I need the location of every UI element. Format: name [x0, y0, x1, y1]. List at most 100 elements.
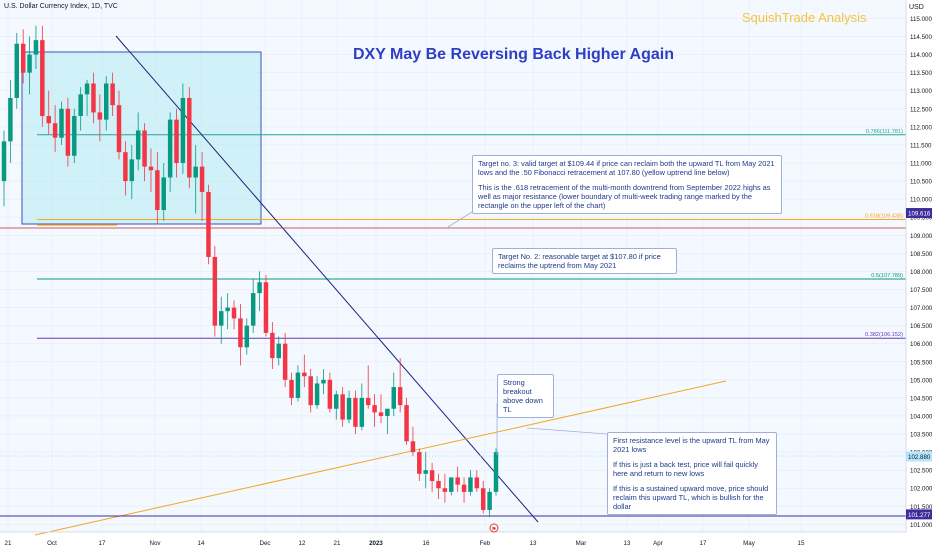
candle-body — [385, 408, 390, 416]
y-tick-label: 113.000 — [910, 88, 932, 95]
candle-body — [225, 307, 230, 312]
note-text: Target No. 2: reasonable target at $107.… — [498, 252, 661, 270]
candle-body — [59, 108, 64, 138]
note-target-2[interactable]: Target No. 2: reasonable target at $107.… — [492, 248, 677, 274]
y-axis-ticks: 101.000101.500102.000102.500103.000103.5… — [910, 16, 932, 529]
candle-body — [33, 40, 39, 55]
y-tick-label: 103.500 — [910, 432, 932, 439]
fib-level-label: 0.5(107.789) — [871, 273, 903, 279]
alert-icon[interactable] — [489, 523, 499, 533]
candle-body — [295, 372, 301, 398]
x-tick-label: 15 — [798, 540, 805, 547]
candle-body — [180, 97, 186, 164]
y-tick-label: 105.000 — [910, 377, 932, 384]
y-tick-label: 113.500 — [910, 70, 932, 77]
x-tick-label: 14 — [198, 540, 205, 547]
price-tag — [906, 509, 932, 520]
candle-body — [129, 159, 135, 182]
candle-body — [8, 97, 13, 142]
candle-body — [346, 397, 352, 420]
y-tick-label: 114.500 — [910, 34, 932, 41]
fib-level-label: 0.618(109.438) — [865, 213, 903, 219]
x-tick-label: 17 — [700, 540, 707, 547]
candle-body — [20, 43, 26, 73]
candle-body — [135, 130, 141, 160]
price-tag — [906, 208, 932, 219]
candle-body — [397, 387, 403, 406]
fib-level-label: 0.382(106.152) — [865, 332, 903, 338]
note-first-resistance[interactable]: First resistance level is the upward TL … — [607, 432, 777, 515]
y-tick-label: 111.500 — [910, 142, 932, 149]
price-tag — [906, 451, 932, 462]
candle-body — [321, 379, 326, 384]
candle-body — [238, 318, 243, 348]
candle-body — [461, 484, 467, 492]
callout-connector — [447, 211, 473, 228]
candle-body — [78, 94, 83, 117]
price-tags: 109.616 102.880 101.277 — [906, 208, 932, 520]
candle-body — [65, 108, 71, 156]
candle-body — [27, 54, 32, 73]
price-tag-label: 102.880 — [908, 454, 931, 461]
chart-title: DXY May Be Reversing Back Higher Again — [353, 46, 674, 63]
candle-body — [468, 477, 473, 492]
candle-body — [84, 83, 90, 95]
candle-body — [404, 405, 409, 442]
downtrend-line[interactable] — [115, 35, 539, 523]
candle-body — [314, 383, 320, 406]
candle-body — [359, 397, 365, 427]
y-tick-label: 109.500 — [910, 215, 932, 222]
candle-body — [442, 488, 448, 492]
candle-body — [231, 307, 237, 319]
candle-body — [449, 477, 454, 492]
candle-body — [91, 83, 96, 113]
x-tick-label: Oct — [47, 540, 57, 547]
candle-body — [123, 152, 128, 182]
y-tick-label: 102.500 — [910, 468, 932, 475]
candle-body — [110, 83, 115, 106]
candle-body — [436, 481, 441, 489]
y-tick-label: 106.500 — [910, 323, 932, 330]
x-tick-label: Mar — [576, 540, 587, 547]
candle-body — [308, 376, 313, 406]
grid — [0, 0, 906, 532]
y-tick-label: 110.000 — [910, 197, 932, 204]
candle-body — [378, 412, 384, 416]
note-breakout[interactable]: Strong breakout above down TL — [497, 374, 554, 418]
y-tick-label: 107.000 — [910, 305, 932, 312]
y-tick-label: 112.000 — [910, 124, 932, 131]
fib-level-label: 0.786(111.781) — [866, 129, 903, 135]
candle-body — [250, 293, 256, 326]
x-tick-label: Nov — [149, 540, 161, 547]
y-tick-label: 106.000 — [910, 341, 932, 348]
candle-body — [167, 119, 173, 178]
candle-body — [212, 256, 218, 326]
x-tick-label: 13 — [624, 540, 631, 547]
note-target-3[interactable]: Target no. 3: valid target at $109.44 if… — [472, 155, 782, 214]
x-tick-label: 17 — [99, 540, 106, 547]
y-tick-label: 110.500 — [910, 179, 932, 186]
candle-body — [187, 97, 192, 178]
note-text: If this is just a back test, price will … — [613, 460, 758, 478]
note-text: Target no. 3: valid target at $109.44 if… — [478, 159, 775, 177]
x-tick-label: 16 — [423, 540, 430, 547]
y-tick-label: 102.000 — [910, 486, 932, 493]
callout-connector — [526, 427, 608, 435]
x-tick-label: Apr — [653, 540, 663, 547]
x-tick-label: Dec — [259, 540, 270, 547]
fib-levels: 0.786(111.781) 0.618(109.438) 0.5(107.789)… — [37, 129, 906, 339]
x-tick-label: 12 — [299, 540, 306, 547]
trading-range-rectangle[interactable] — [21, 51, 262, 225]
candle-body — [148, 166, 154, 171]
candle-body — [429, 470, 435, 482]
note-text: First resistance level is the upward TL … — [613, 436, 770, 454]
candle-body — [72, 116, 77, 156]
candle-body — [142, 130, 147, 167]
candle-body — [193, 166, 198, 178]
uptrend-line[interactable] — [34, 380, 727, 536]
x-tick-label: May — [743, 540, 756, 547]
symbol-label: U.S. Dollar Currency Index, 1D, TVC — [4, 3, 118, 10]
alert-icon-glyph: ⚑ — [491, 526, 496, 533]
